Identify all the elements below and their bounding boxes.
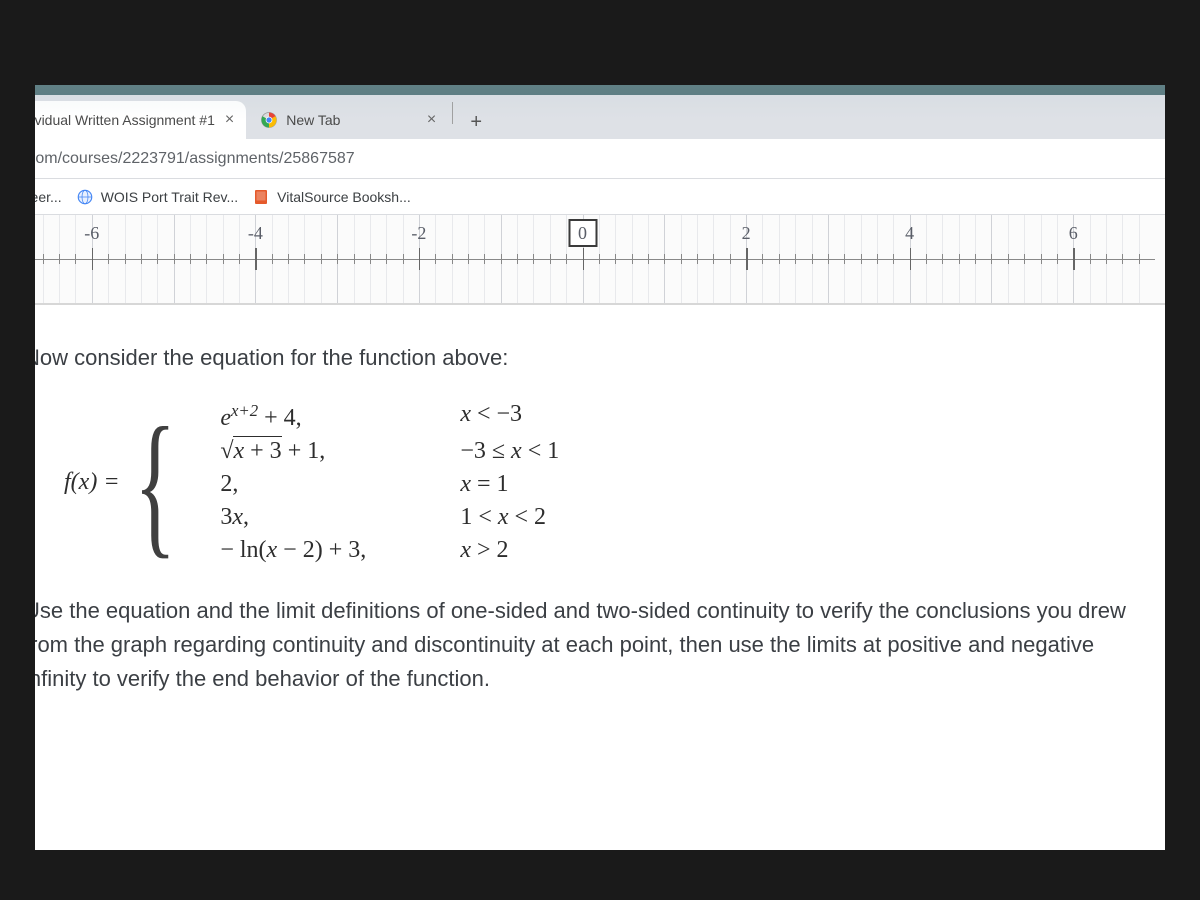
piece-5-expr: − ln(x − 2) + 3,: [220, 537, 460, 564]
bookmark-label: Career...: [8, 189, 62, 205]
bookmarks-bar: Career... WOIS Port Trait Rev... VitalSo…: [0, 179, 1165, 215]
tab-assignment[interactable]: Individual Written Assignment #1 ×: [0, 101, 246, 139]
piece-5-cond: x > 2: [460, 537, 660, 564]
piece-3-expr: 2,: [220, 471, 460, 498]
browser-tab-bar: Individual Written Assignment #1 × New T…: [0, 95, 1165, 139]
intro-text: Now consider the equation for the functi…: [24, 345, 1141, 371]
equation-lhs: f(x) =: [64, 469, 120, 496]
instructions-text: Use the equation and the limit definitio…: [24, 594, 1141, 696]
page-content: -6 -4 -2 0 2 4 6 Now consider the equation for…: [0, 215, 1165, 850]
left-brace: {: [134, 411, 176, 555]
bookmark-wois[interactable]: WOIS Port Trait Rev...: [76, 188, 238, 206]
axis-tick-label: -2: [411, 223, 426, 244]
bookmark-career[interactable]: Career...: [8, 189, 62, 205]
piece-4-expr: 3x,: [220, 504, 460, 531]
chrome-icon: [260, 111, 278, 129]
tab-title: Individual Written Assignment #1: [12, 112, 215, 128]
add-tab-button[interactable]: +: [459, 105, 493, 139]
axis-tick-label: 0: [568, 223, 597, 244]
piece-3-cond: x = 1: [460, 471, 660, 498]
piece-1-cond: x < −3: [460, 401, 660, 432]
piece-2-expr: √x + 3 + 1,: [220, 438, 460, 465]
axis-tick-label: 6: [1069, 223, 1078, 244]
close-icon[interactable]: ×: [225, 111, 234, 129]
tab-title: New Tab: [286, 112, 417, 128]
number-line: -6 -4 -2 0 2 4 6: [0, 215, 1165, 305]
bookmark-label: VitalSource Booksh...: [277, 189, 411, 205]
bookmark-vitalsource[interactable]: VitalSource Booksh...: [252, 188, 411, 206]
close-icon[interactable]: ×: [427, 111, 436, 129]
globe-icon: [76, 188, 94, 206]
url-text[interactable]: e.com/courses/2223791/assignments/258675…: [10, 150, 355, 168]
tab-new[interactable]: New Tab ×: [248, 101, 448, 139]
address-bar: e.com/courses/2223791/assignments/258675…: [0, 139, 1165, 179]
book-icon: [252, 188, 270, 206]
piece-2-cond: −3 ≤ x < 1: [460, 438, 660, 465]
bookmark-label: WOIS Port Trait Rev...: [101, 189, 238, 205]
piece-4-cond: 1 < x < 2: [460, 504, 660, 531]
axis-tick-label: 2: [742, 223, 751, 244]
axis-tick-label: -6: [84, 223, 99, 244]
piece-1-expr: ex+2 + 4,: [220, 401, 460, 432]
axis-tick-label: 4: [905, 223, 914, 244]
axis-tick-label: -4: [248, 223, 263, 244]
piecewise-equation: f(x) = { ex+2 + 4, x < −3 √x + 3 + 1, −3…: [64, 401, 1141, 564]
